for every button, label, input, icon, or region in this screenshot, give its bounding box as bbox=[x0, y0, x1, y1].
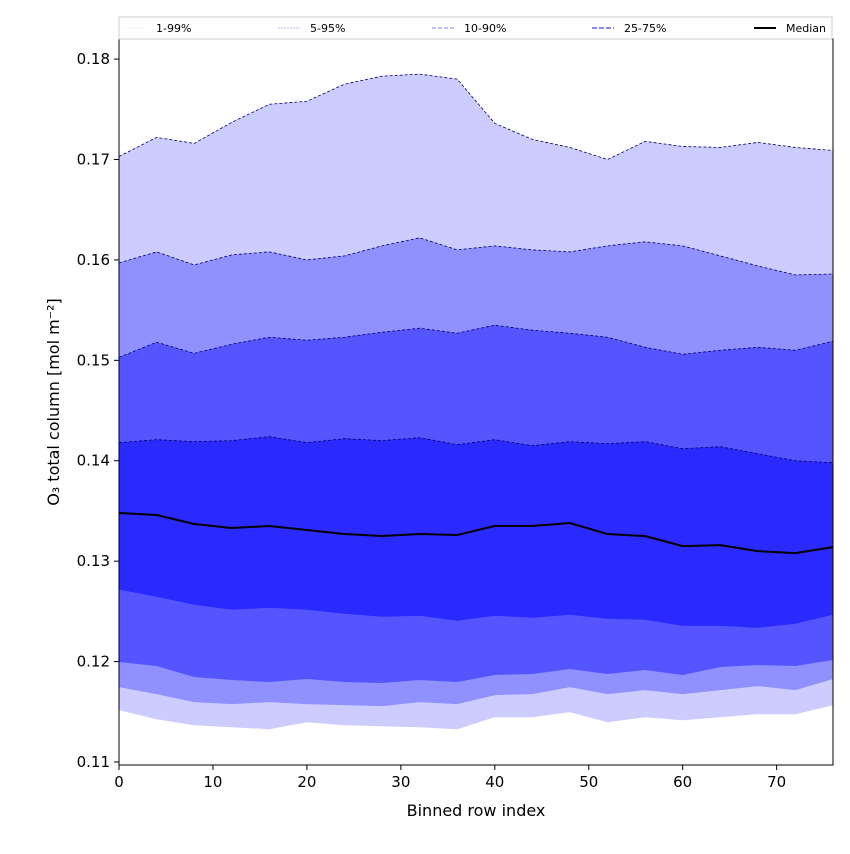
x-tick-label: 70 bbox=[767, 773, 786, 791]
legend-label: 1-99% bbox=[156, 22, 191, 35]
x-tick-label: 50 bbox=[579, 773, 598, 791]
band-upper-line-1-99% bbox=[118, 73, 834, 160]
x-tick-label: 0 bbox=[114, 773, 124, 791]
x-tick-label: 10 bbox=[203, 773, 222, 791]
bands-layer bbox=[118, 73, 834, 730]
y-tick-label: 0.17 bbox=[77, 150, 110, 168]
y-tick-label: 0.18 bbox=[77, 50, 110, 68]
band-lower-line-1-99% bbox=[118, 704, 834, 730]
band-25-75% bbox=[119, 436, 833, 628]
median-line bbox=[118, 511, 834, 555]
x-tick-label: 60 bbox=[673, 773, 692, 791]
band-upper-line-5-95% bbox=[118, 237, 834, 276]
legend-item-Median: Median bbox=[754, 22, 826, 35]
band-upper-line-10-90% bbox=[118, 324, 834, 358]
legend-item-1-99%: 1-99% bbox=[124, 22, 191, 35]
y-axis: 0.11 0.12 0.13 0.14 0.15 0.16 0.17 0.18 bbox=[77, 50, 119, 771]
y-tick-label: 0.12 bbox=[77, 653, 110, 671]
legend-item-25-75%: 25-75% bbox=[592, 22, 666, 35]
y-tick-label: 0.16 bbox=[77, 251, 110, 269]
x-tick-label: 40 bbox=[485, 773, 504, 791]
x-axis: 0 10 20 30 40 50 60 70 bbox=[114, 765, 786, 791]
band-lower-line-5-95% bbox=[118, 678, 834, 707]
y-tick-label: 0.13 bbox=[77, 552, 110, 570]
legend-label: 25-75% bbox=[624, 22, 666, 35]
legend-label: 10-90% bbox=[464, 22, 506, 35]
x-tick-label: 20 bbox=[297, 773, 316, 791]
legend-item-10-90%: 10-90% bbox=[432, 22, 506, 35]
y-tick-label: 0.11 bbox=[77, 753, 110, 771]
band-lower-line-10-90% bbox=[118, 659, 834, 684]
y-axis-label: O₃ total column [mol m⁻²] bbox=[44, 298, 63, 506]
band-lower-line-25-75% bbox=[118, 588, 834, 628]
legend-label: Median bbox=[786, 22, 826, 35]
legend-label: 5-95% bbox=[310, 22, 345, 35]
legend-item-5-95%: 5-95% bbox=[278, 22, 345, 35]
y-tick-label: 0.15 bbox=[77, 351, 110, 369]
median-layer bbox=[118, 511, 834, 555]
legend: 1-99% 5-95% 10-90% 25-75% Median bbox=[118, 16, 833, 40]
y-tick-label: 0.14 bbox=[77, 452, 110, 470]
legend-box bbox=[118, 16, 833, 40]
x-tick-label: 30 bbox=[391, 773, 410, 791]
x-axis-label: Binned row index bbox=[407, 801, 546, 820]
